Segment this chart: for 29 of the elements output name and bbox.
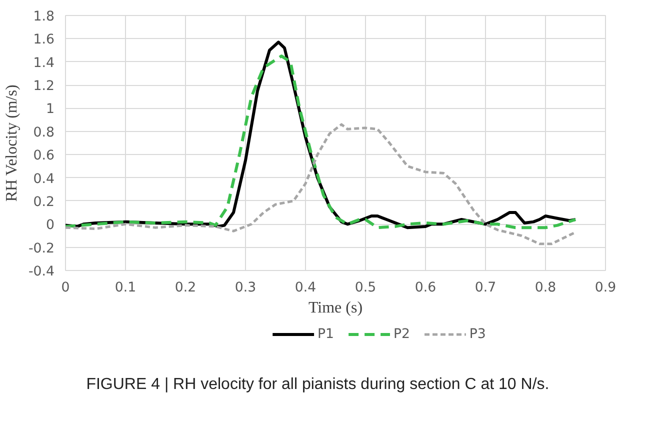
y-tick-label: 0 (46, 218, 55, 234)
x-tick-label: 0.2 (174, 280, 196, 296)
y-tick-label: 0.4 (33, 172, 55, 187)
x-axis-title: Time (s) (308, 300, 363, 316)
y-axis-title: RH Velocity (m/s) (3, 84, 20, 202)
legend-label: P3 (469, 327, 486, 342)
x-tick-label: 0.1 (114, 280, 136, 296)
x-tick-label: 0.8 (534, 280, 556, 296)
y-tick-label: 0.2 (33, 194, 55, 210)
caption: FIGURE 4 | RH velocity for all pianists during section C at 10 N/s. (86, 376, 550, 393)
y-tick-label: 0.6 (33, 148, 55, 164)
y-tick-label: 1 (46, 102, 55, 118)
legend-label: P2 (393, 327, 410, 342)
x-tick-label: 0.7 (474, 280, 496, 296)
x-tick-label: 0.5 (354, 280, 376, 296)
x-tick-label: 0.9 (594, 280, 616, 296)
y-tick-label: 1.2 (33, 79, 55, 94)
legend-label: P1 (318, 327, 334, 342)
x-tick-label: 0.6 (414, 280, 436, 296)
y-tick-label: 0.8 (33, 125, 55, 140)
y-tick-label: 1.4 (33, 56, 55, 71)
line-series (66, 123, 577, 246)
y-tick-label: -0.2 (28, 241, 55, 256)
y-tick-label: 1.6 (33, 32, 55, 48)
y-tick-label: -0.4 (28, 264, 55, 280)
x-tick-label: 0 (61, 280, 70, 296)
y-tick-label: 1.8 (33, 10, 55, 24)
x-tick-label: 0.3 (234, 280, 256, 296)
x-tick-label: 0.4 (294, 280, 316, 296)
